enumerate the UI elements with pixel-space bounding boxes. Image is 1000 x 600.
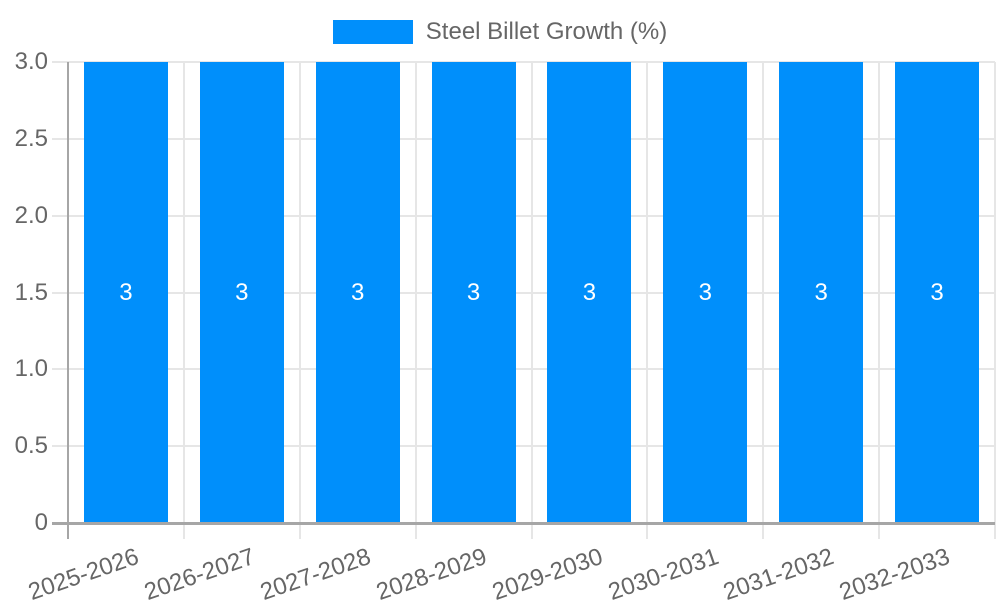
x-axis-line: [52, 521, 995, 525]
y-axis-line: [67, 62, 69, 523]
y-axis-tick-label: 3.0: [14, 48, 48, 75]
bar[interactable]: [895, 62, 980, 523]
bar[interactable]: [83, 62, 168, 523]
x-axis-tick-label: 2025-2026: [25, 543, 143, 600]
x-gridline: [994, 62, 996, 523]
bar-value-label: 3: [582, 278, 597, 306]
x-axis-tick: [646, 523, 649, 539]
x-axis-tick-label: 2031-2032: [720, 543, 838, 600]
x-axis-tick-label: 2027-2028: [256, 543, 375, 600]
x-gridline: [182, 62, 185, 523]
bar-value-label: 3: [351, 278, 365, 306]
y-axis-tick-label: 2.5: [14, 124, 48, 152]
x-gridline: [298, 62, 301, 523]
x-axis-tick: [182, 523, 185, 539]
legend: Steel Billet Growth (%): [0, 19, 1000, 45]
bar-value-label: 3: [698, 278, 712, 306]
bar[interactable]: [431, 62, 516, 523]
x-axis-tick-label: 2032-2033: [836, 543, 954, 600]
bar[interactable]: [199, 62, 284, 523]
x-axis-tick: [530, 523, 533, 539]
x-gridline: [530, 62, 533, 523]
bar-value-label: 3: [930, 278, 944, 306]
y-axis-tick: [52, 445, 68, 448]
y-axis-tick: [52, 291, 68, 294]
bar-value-label: 3: [466, 278, 481, 306]
y-axis-tick: [52, 214, 68, 217]
x-gridline: [878, 62, 881, 523]
x-axis-tick: [67, 523, 69, 539]
x-axis-tick: [878, 523, 881, 539]
y-axis-tick-label: 0.5: [14, 432, 48, 460]
legend-swatch: [332, 20, 413, 44]
bar[interactable]: [779, 62, 864, 523]
bar-value-label: 3: [119, 278, 133, 306]
y-axis-tick-label: 1.5: [14, 278, 48, 306]
bar[interactable]: [547, 62, 632, 523]
y-axis-tick-label: 2.0: [14, 201, 48, 229]
y-axis-tick-label: 0: [34, 509, 48, 536]
x-axis-tick-label: 2028-2029: [372, 543, 491, 600]
x-gridline: [414, 62, 417, 523]
x-axis-tick: [762, 523, 765, 539]
x-axis-tick-label: 2030-2031: [604, 543, 722, 600]
bar-value-label: 3: [814, 278, 828, 306]
x-axis-tick: [414, 523, 417, 539]
x-axis-tick: [994, 523, 996, 539]
bar-value-label: 3: [235, 278, 249, 306]
x-axis-tick: [298, 523, 301, 539]
bar[interactable]: [663, 62, 748, 523]
x-gridline: [646, 62, 649, 523]
bar[interactable]: [315, 62, 400, 523]
y-axis-tick: [52, 137, 68, 140]
x-gridline: [762, 62, 765, 523]
x-axis-tick-label: 2026-2027: [140, 543, 259, 600]
y-axis-tick: [52, 61, 68, 63]
y-axis-tick-label: 1.0: [14, 355, 48, 383]
legend-label: Steel Billet Growth (%): [425, 18, 668, 45]
y-axis-tick: [52, 368, 68, 371]
legend-item[interactable]: Steel Billet Growth (%): [332, 18, 668, 45]
x-axis-tick-label: 2029-2030: [488, 543, 606, 600]
